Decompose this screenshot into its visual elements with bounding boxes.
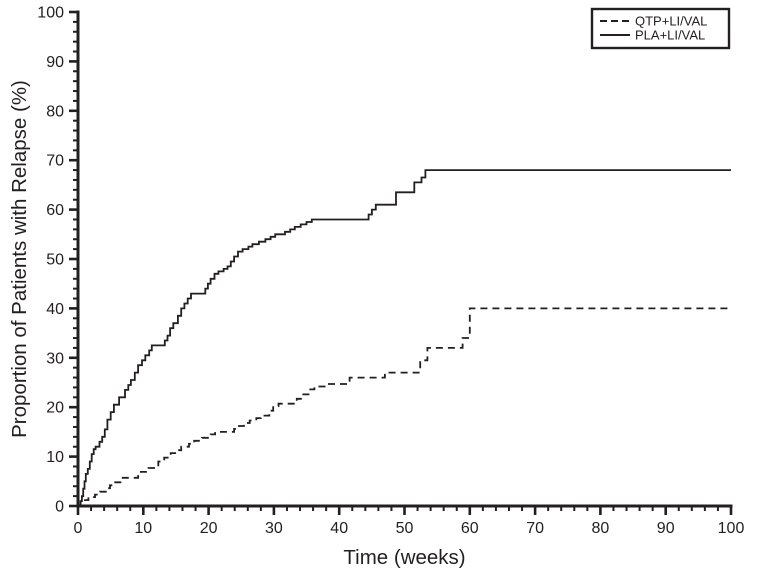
y-tick-label: 60 <box>46 202 64 219</box>
x-tick-label: 70 <box>526 520 544 537</box>
x-tick-label: 50 <box>396 520 414 537</box>
x-tick-label: 40 <box>330 520 348 537</box>
x-tick-label: 0 <box>74 520 83 537</box>
legend-label: PLA+LI/VAL <box>635 28 705 43</box>
legend-label: QTP+LI/VAL <box>635 14 707 29</box>
x-tick-label: 60 <box>461 520 479 537</box>
x-tick-label: 10 <box>134 520 152 537</box>
y-tick-label: 100 <box>37 5 64 22</box>
y-tick-label: 50 <box>46 252 64 269</box>
x-axis-title: Time (weeks) <box>343 546 465 569</box>
x-tick-label: 30 <box>265 520 283 537</box>
x-tick-label: 20 <box>200 520 218 537</box>
series-line-qtp-li-val <box>78 307 731 507</box>
y-tick-label: 20 <box>46 400 64 417</box>
y-tick-label: 70 <box>46 153 64 170</box>
x-tick-label: 80 <box>592 520 610 537</box>
legend-box <box>590 7 731 50</box>
y-tick-label: 90 <box>46 54 64 71</box>
x-tick-label: 100 <box>718 520 745 537</box>
y-tick-label: 80 <box>46 103 64 120</box>
series-line-pla-li-val <box>78 169 731 507</box>
y-tick-label: 10 <box>46 449 64 466</box>
x-tick-label: 90 <box>657 520 675 537</box>
y-tick-label: 0 <box>55 499 64 516</box>
y-tick-label: 30 <box>46 350 64 367</box>
y-tick-label: 40 <box>46 301 64 318</box>
y-axis-title: Proportion of Patients with Relapse (%) <box>8 80 31 438</box>
